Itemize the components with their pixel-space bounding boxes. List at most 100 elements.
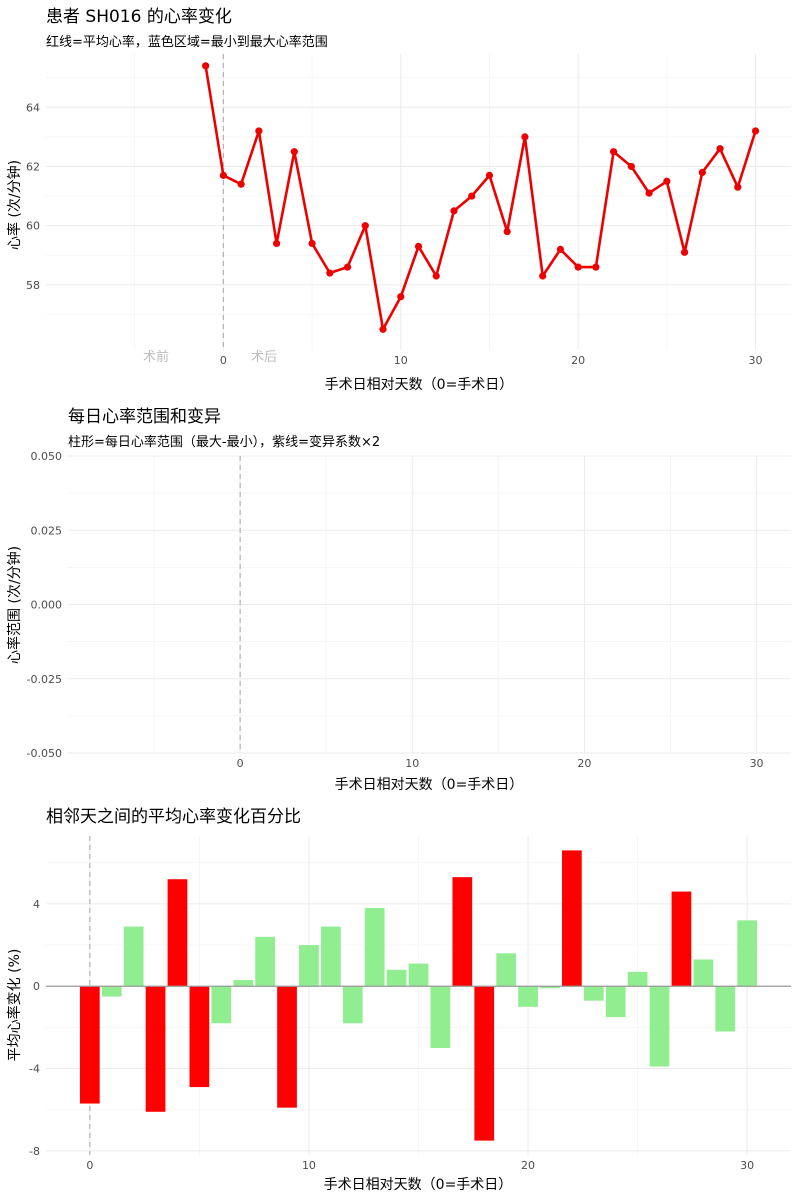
data-point — [610, 148, 618, 156]
y-tick-label: 0.050 — [31, 450, 63, 463]
x-tick-label: 20 — [577, 757, 591, 770]
change-bar — [540, 986, 560, 989]
data-point — [202, 62, 210, 70]
panel-daily-range: 每日心率范围和变异 柱形=每日心率范围（最大-最小），紫线=变异系数×2 0 10… — [6, 407, 791, 793]
data-point — [627, 162, 635, 171]
change-bar — [320, 926, 341, 987]
change-bar — [123, 926, 144, 987]
mean-heart-rate-line — [204, 65, 757, 331]
data-point — [734, 183, 742, 191]
data-point — [539, 272, 547, 280]
panel3-y-label: 平均心率变化 (%) — [6, 949, 23, 1062]
data-point — [751, 127, 760, 135]
data-point — [663, 177, 671, 185]
change-bar — [79, 986, 100, 1104]
y-tick-label: 0.000 — [31, 599, 63, 612]
change-bar — [496, 953, 517, 987]
data-point — [255, 127, 263, 135]
change-bar — [167, 879, 188, 987]
x-tick-label: 10 — [394, 354, 408, 367]
x-tick-label: 20 — [521, 1159, 535, 1172]
y-tick-label: 4 — [33, 898, 40, 911]
change-bar — [430, 986, 451, 1048]
change-bar — [715, 986, 736, 1032]
panel1-marks — [202, 62, 760, 333]
panel2-y-label: 心率范围 (次/分钟) — [6, 546, 23, 664]
panel2-ticks: 0 10 20 30 -0.050 -0.025 0.000 0.025 0.050 — [27, 450, 764, 770]
change-bar — [693, 959, 714, 987]
x-tick-label: 30 — [750, 757, 764, 770]
y-tick-label: 64 — [26, 101, 40, 114]
change-bar — [649, 986, 670, 1067]
change-bar — [518, 986, 538, 1007]
data-point — [379, 325, 387, 333]
data-point — [645, 189, 653, 197]
y-tick-label: 0 — [33, 980, 40, 993]
panel2-grid — [68, 455, 791, 754]
panel1-title: 患者 SH016 的心率变化 — [46, 7, 232, 27]
change-bar — [583, 986, 604, 1001]
panel2-x-label: 手术日相对天数（0=手术日） — [335, 777, 524, 793]
data-point — [290, 148, 298, 156]
change-bar — [101, 986, 122, 997]
data-point — [308, 239, 316, 248]
postop-annotation: 术后 — [251, 350, 277, 365]
panel2-title: 每日心率范围和变异 — [68, 407, 221, 427]
change-bar — [627, 971, 648, 987]
data-point — [432, 272, 440, 280]
y-tick-label: 60 — [26, 220, 40, 233]
data-point — [414, 242, 423, 250]
change-bar — [452, 877, 473, 987]
data-point — [219, 171, 227, 179]
data-point — [468, 192, 476, 200]
data-point — [272, 239, 281, 248]
change-bar — [386, 969, 407, 987]
data-point — [680, 248, 689, 256]
panel3-ticks: 0 10 20 30 -8 -4 0 4 — [29, 898, 754, 1172]
data-point — [503, 228, 511, 236]
data-point — [716, 145, 724, 153]
panel3-marks — [46, 850, 791, 1141]
data-point — [485, 171, 494, 179]
change-bar — [145, 986, 166, 1112]
panel1-y-label: 心率 (次/分钟) — [6, 160, 23, 250]
y-tick-label: -0.025 — [27, 673, 62, 686]
change-bar — [233, 980, 254, 987]
data-point — [698, 168, 706, 176]
change-bar — [562, 850, 582, 987]
panel2-subtitle: 柱形=每日心率范围（最大-最小），紫线=变异系数×2 — [68, 434, 380, 450]
panel-percent-change: 相邻天之间的平均心率变化百分比 0 10 20 30 -8 -4 0 4 手术日相对天数（0=… — [6, 807, 791, 1193]
change-bar — [605, 986, 626, 1018]
change-bar — [474, 986, 495, 1141]
x-tick-label: 0 — [220, 354, 227, 367]
change-bar — [189, 986, 210, 1088]
data-point — [361, 222, 369, 230]
y-tick-label: 0.025 — [31, 524, 63, 537]
data-point — [592, 263, 600, 271]
y-tick-label: -4 — [29, 1063, 40, 1076]
x-tick-label: 10 — [302, 1159, 316, 1172]
y-tick-label: 62 — [26, 160, 40, 173]
data-point — [397, 293, 405, 301]
data-point — [521, 133, 529, 141]
change-bar — [211, 986, 232, 1024]
change-bar — [277, 986, 297, 1108]
panel3-title: 相邻天之间的平均心率变化百分比 — [46, 807, 301, 827]
change-bar — [299, 945, 319, 987]
data-point — [326, 269, 334, 277]
change-bar — [364, 908, 385, 987]
panel3-x-label: 手术日相对天数（0=手术日） — [324, 1177, 513, 1193]
change-bar — [255, 936, 275, 987]
change-bar — [408, 963, 429, 987]
y-tick-label: -8 — [29, 1145, 40, 1158]
panel1-ticks: 0 10 20 30 58 60 62 64 — [26, 101, 763, 367]
preop-annotation: 术前 — [143, 349, 169, 365]
y-tick-label: 58 — [26, 279, 40, 292]
x-tick-label: 30 — [740, 1159, 754, 1172]
data-point — [556, 245, 565, 253]
change-bar — [671, 891, 692, 987]
x-tick-label: 30 — [749, 354, 763, 367]
data-point — [237, 180, 245, 188]
y-tick-label: -0.050 — [27, 747, 62, 760]
data-point — [450, 207, 458, 215]
